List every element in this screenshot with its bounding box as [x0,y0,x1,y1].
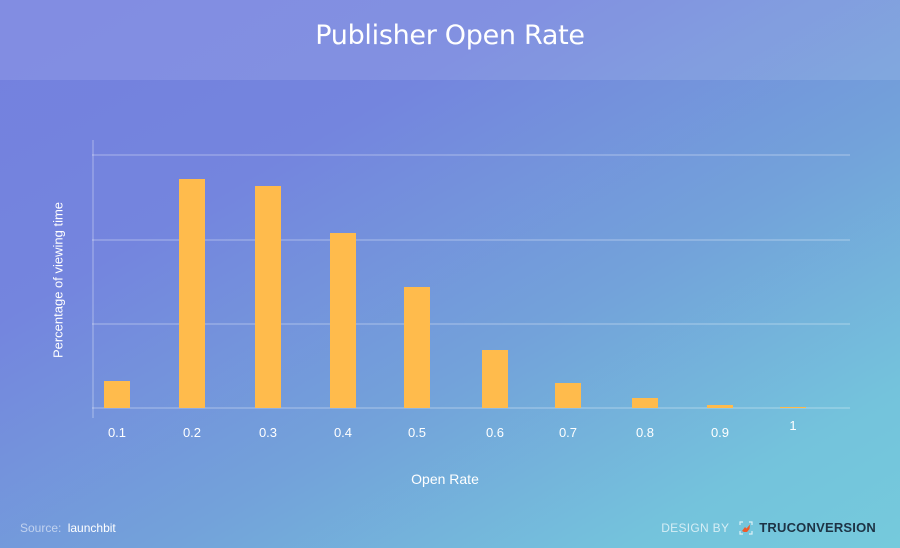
gridline [92,323,850,325]
bar-0.2 [179,178,205,408]
x-tick-label: 0.1 [107,425,127,440]
x-tick-label: 0.4 [333,425,353,440]
x-tick-label: 0.7 [558,425,578,440]
header-band: Publisher Open Rate [0,0,900,80]
bar-0.9 [707,404,733,408]
source-label: Source: [20,521,62,535]
x-tick-label: 1 [789,418,797,433]
x-tick-label: 0.8 [635,425,655,440]
bar-0.1 [104,381,130,408]
gridline [92,154,850,156]
bar-1 [780,407,806,408]
x-axis-label: Open Rate [411,471,479,487]
bar-0.6 [482,349,508,408]
x-tick-label: 0.2 [182,425,202,440]
source-value: launchbit [67,521,116,535]
design-credit: DESIGN BY TRUCONVERSION [661,520,876,535]
bar-0.5 [404,286,430,408]
y-axis-line [92,140,94,418]
source-note: Source: launchbit [20,521,116,535]
bar-0.8 [632,397,658,408]
bar-0.4 [330,232,356,408]
chart-title: Publisher Open Rate [315,20,585,51]
x-tick-label: 0.5 [407,425,427,440]
truconversion-logo-icon [739,520,753,535]
y-axis-label: Percentage of viewing time [50,201,66,359]
x-tick-label: 0.9 [710,425,730,440]
design-by-label: DESIGN BY [661,520,730,535]
x-axis-baseline [92,407,850,409]
bar-0.7 [555,382,581,408]
bar-0.3 [255,186,281,408]
brand-name: TRUCONVERSION [759,520,876,535]
x-tick-label: 0.3 [258,425,278,440]
gridline [92,239,850,241]
x-tick-label: 0.6 [485,425,505,440]
